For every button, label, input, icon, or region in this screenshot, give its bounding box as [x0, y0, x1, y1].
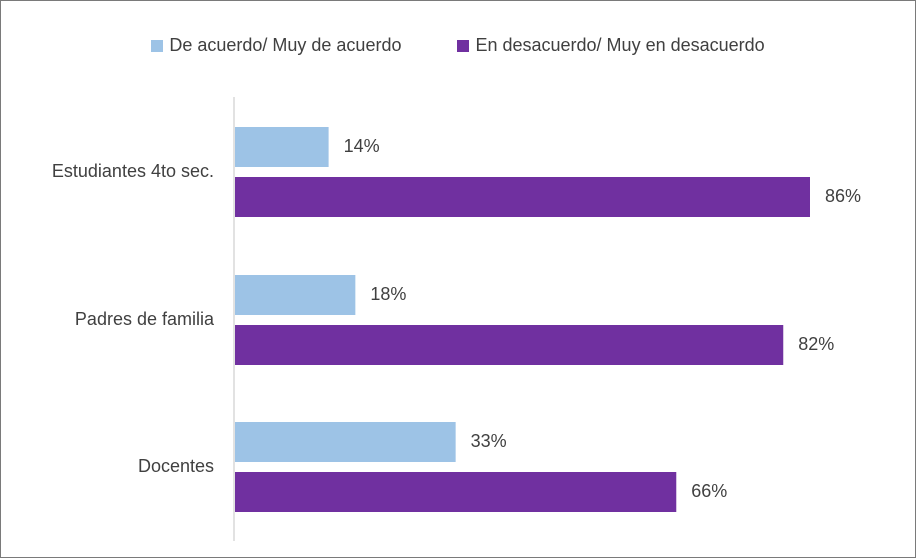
bar-docentes-series-1 — [235, 422, 456, 462]
category-label-estudiantes-4to-sec: Estudiantes 4to sec. — [52, 161, 214, 181]
legend-item-desacuerdo: En desacuerdo/ Muy en desacuerdo — [457, 35, 765, 56]
value-label-docentes-series-2: 66% — [691, 481, 727, 501]
category-label-padres-de-familia: Padres de familia — [75, 309, 215, 329]
bar-docentes-series-2 — [235, 472, 677, 512]
legend-item-acuerdo: De acuerdo/ Muy de acuerdo — [151, 35, 401, 56]
value-label-padres-de-familia-series-1: 18% — [370, 284, 406, 304]
value-label-estudiantes-4to-sec-series-2: 86% — [825, 186, 861, 206]
bar-padres-de-familia-series-2 — [235, 325, 784, 365]
legend-label-acuerdo: De acuerdo/ Muy de acuerdo — [169, 35, 402, 55]
value-label-estudiantes-4to-sec-series-1: 14% — [344, 136, 380, 156]
bar-padres-de-familia-series-1 — [235, 275, 356, 315]
legend: De acuerdo/ Muy de acuerdo En desacuerdo… — [1, 35, 915, 56]
legend-swatch-acuerdo — [151, 39, 164, 52]
value-label-docentes-series-1: 33% — [471, 431, 507, 451]
category-label-docentes: Docentes — [138, 456, 214, 476]
bar-estudiantes-4to-sec-series-1 — [235, 127, 329, 167]
value-label-padres-de-familia-series-2: 82% — [798, 334, 834, 354]
legend-label-desacuerdo: En desacuerdo/ Muy en desacuerdo — [475, 35, 765, 55]
legend-swatch-desacuerdo — [457, 39, 470, 52]
bar-estudiantes-4to-sec-series-2 — [235, 177, 810, 217]
